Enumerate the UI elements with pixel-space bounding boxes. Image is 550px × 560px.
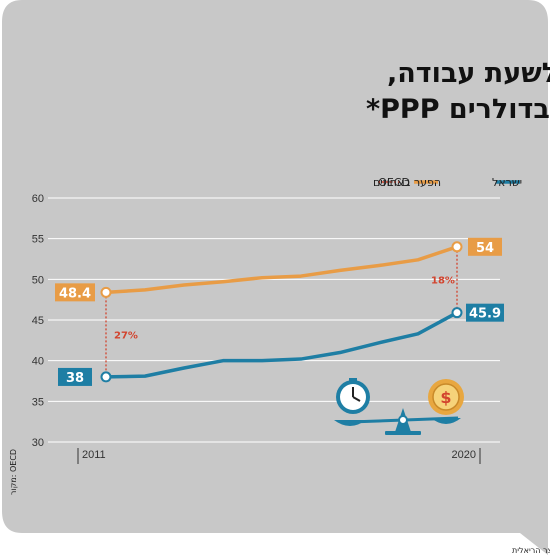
legend-gap-label: הפער באחוזים — [373, 176, 441, 189]
value-label-oecd-2011-box — [55, 283, 95, 302]
chart-title-line1: תוצר לשעת עבודה, — [387, 58, 550, 89]
y-tick-label-60: 60 — [32, 193, 44, 205]
y-axis-ticks: 30 35 40 45 50 55 60 — [32, 193, 44, 449]
footnote: *מדד PPP מתאים את התוצר של המדינה בהתאם … — [512, 546, 550, 555]
y-tick-label-35: 35 — [32, 396, 44, 408]
svg-text:$: $ — [440, 388, 451, 407]
y-tick-label-45: 45 — [32, 315, 44, 327]
source-label: מקור: OECD — [9, 449, 18, 495]
y-tick-label-40: 40 — [32, 356, 44, 368]
value-label-oecd-2011: 48.4 — [59, 286, 91, 301]
x-tick-label-2020: 2020 — [452, 449, 476, 461]
data-point-oecd-2011 — [100, 286, 112, 298]
series-lines — [100, 241, 463, 383]
data-point-oecd-2020 — [451, 241, 463, 253]
data-point-israel-2011 — [100, 371, 112, 383]
x-tick-label-2011: 2011 — [82, 449, 106, 461]
balance-scale-icon — [334, 408, 461, 435]
legend: ישראל OECD הפער באחוזים — [373, 176, 522, 189]
gap-label-2011: 27% — [114, 331, 138, 342]
dollar-coin-icon: $ — [428, 379, 464, 415]
gap-label-2020: 18% — [431, 276, 455, 287]
value-labels: 38 48.4 45.9 54 — [55, 237, 504, 386]
value-label-israel-2020-box — [466, 303, 504, 322]
value-label-oecd-2020: 54 — [476, 241, 494, 256]
y-tick-label-50: 50 — [32, 274, 44, 286]
series-line-oecd — [105, 245, 458, 295]
data-point-israel-2020 — [451, 307, 463, 319]
value-label-oecd-2020-box — [468, 237, 502, 256]
value-label-israel-2011-box — [58, 367, 92, 386]
clock-icon — [336, 378, 370, 414]
gap-markers: 27% 18% — [105, 246, 458, 377]
x-axis-ticks: 2011 2020 — [77, 448, 481, 464]
chart-title-line2: בדולרים PPP* — [366, 94, 550, 125]
legend-israel-label: ישראל — [492, 176, 522, 189]
value-label-israel-2011: 38 — [66, 371, 84, 386]
y-tick-label-55: 55 — [32, 234, 44, 246]
y-tick-label-30: 30 — [32, 437, 44, 449]
series-line-israel — [105, 311, 458, 379]
value-label-israel-2020: 45.9 — [469, 307, 501, 322]
